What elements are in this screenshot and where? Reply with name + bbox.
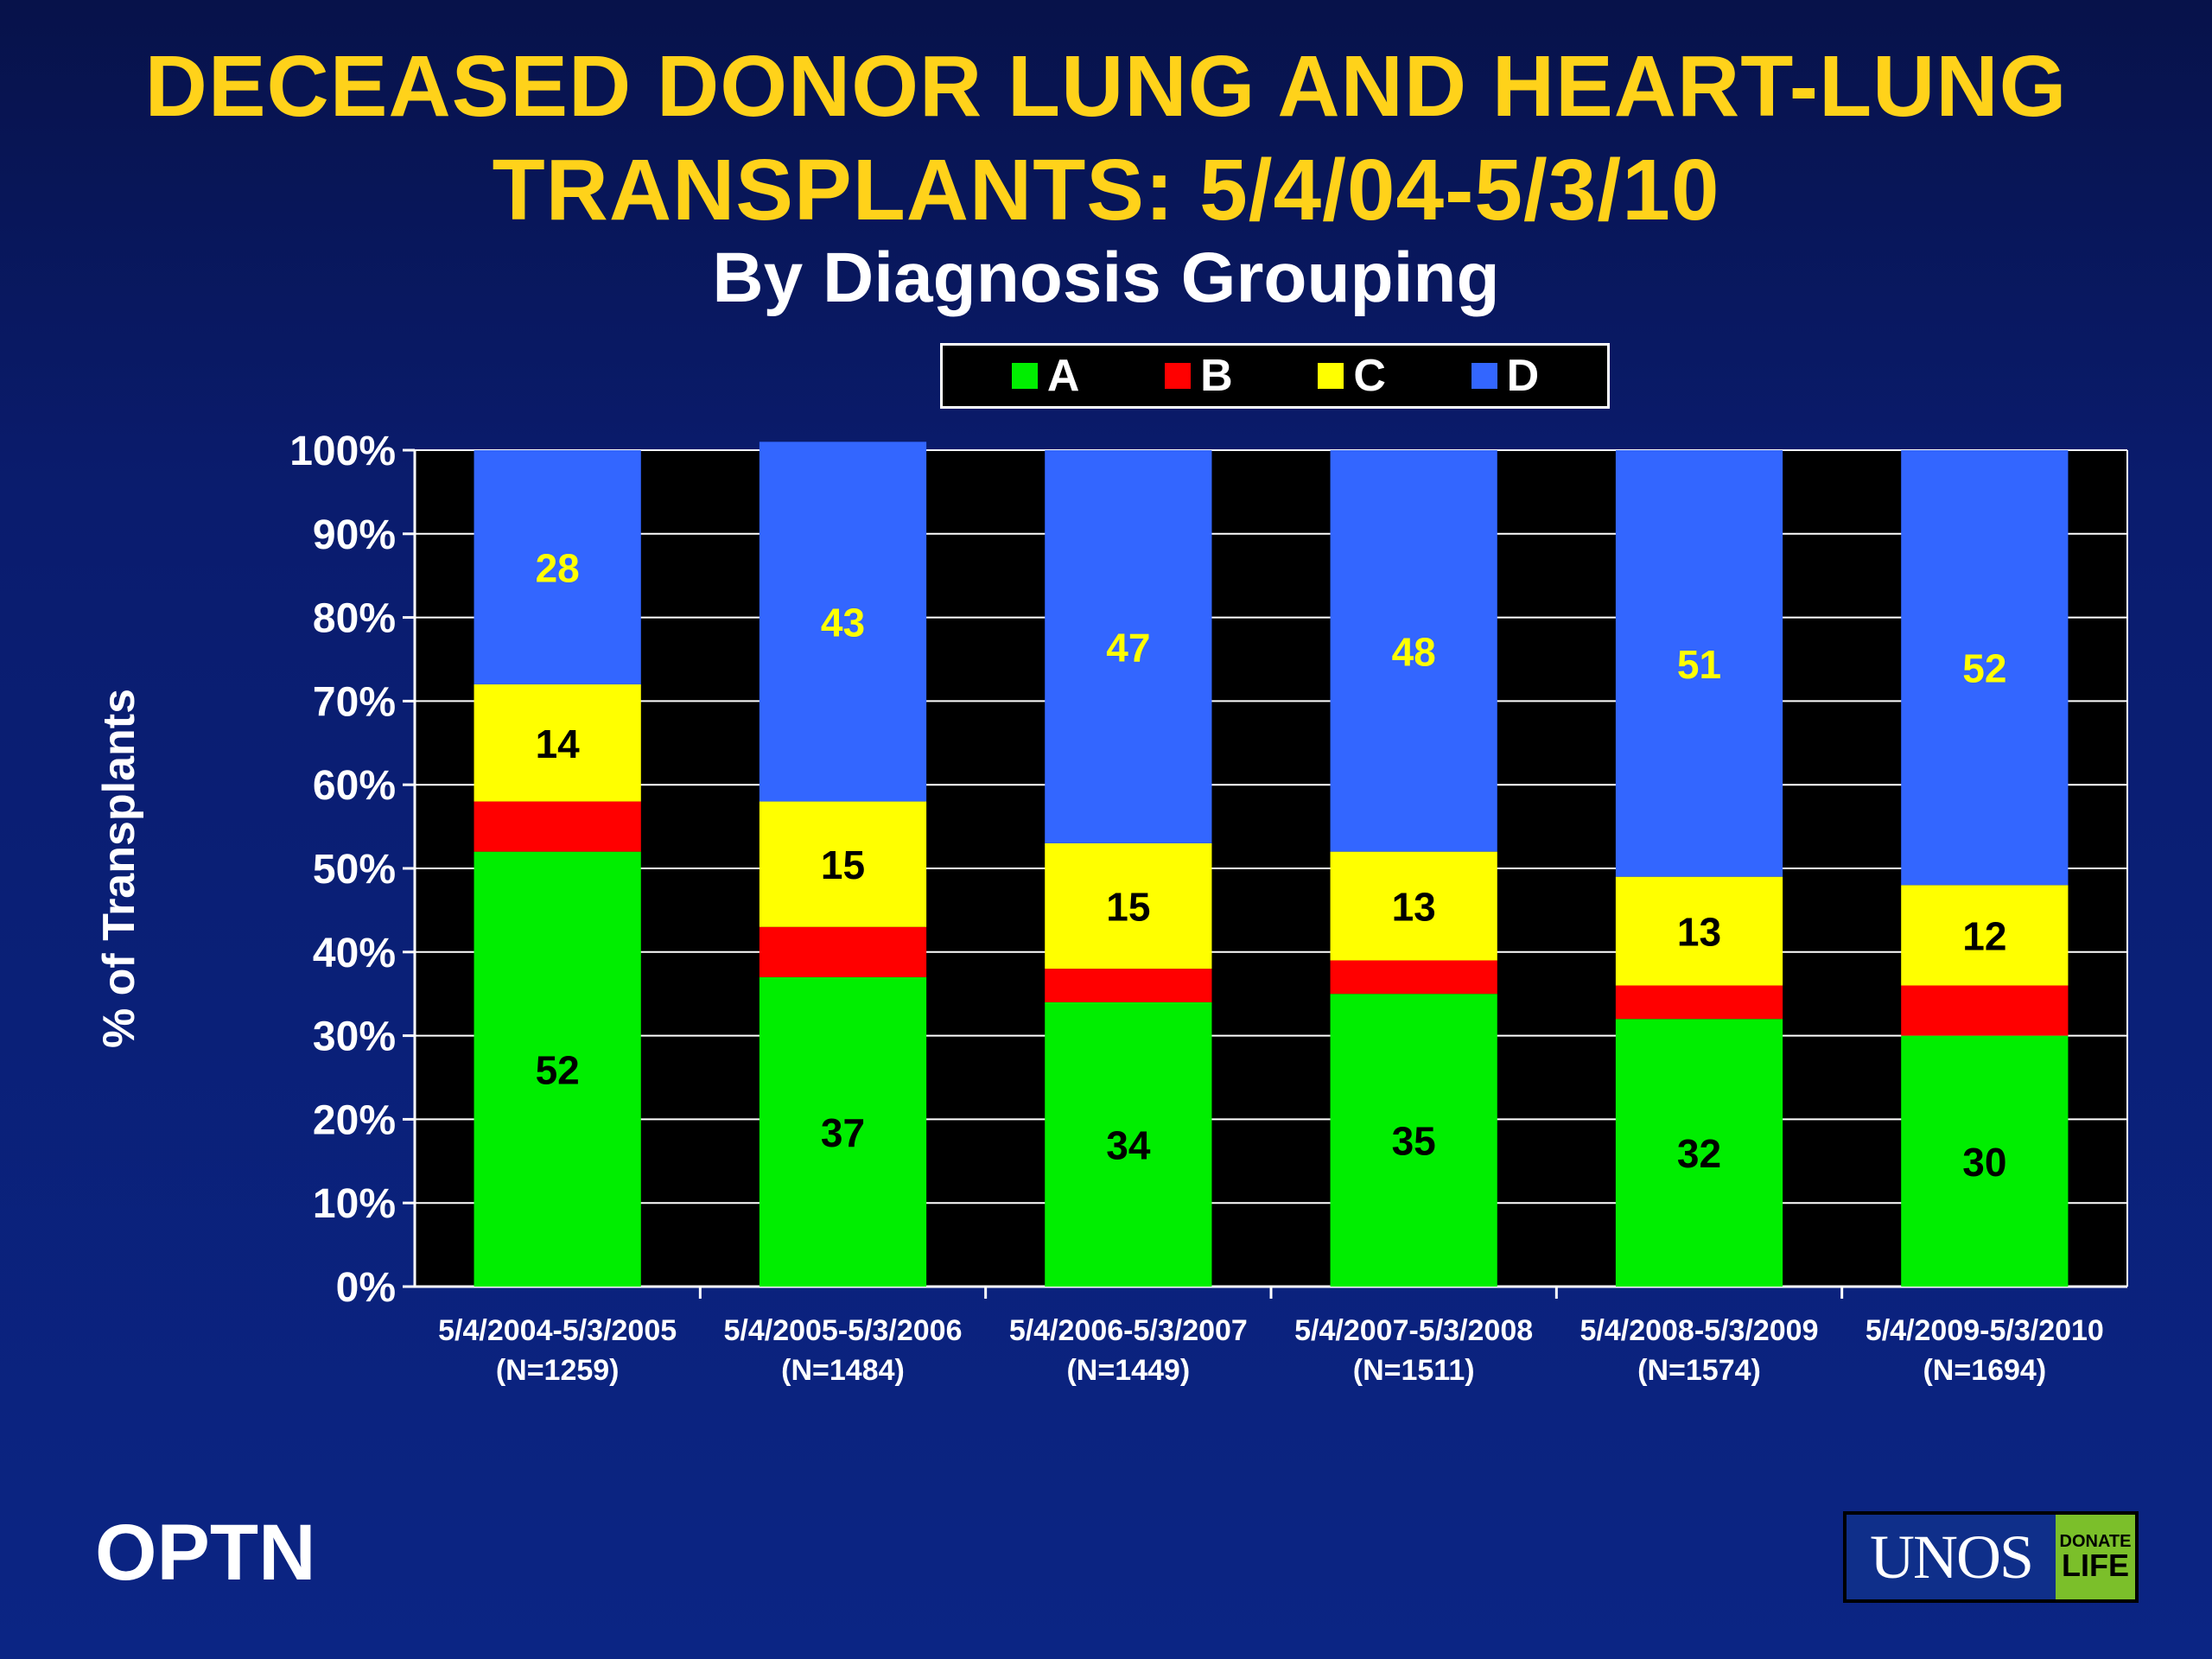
bar-segment-c xyxy=(1901,885,2069,986)
data-label: 12 xyxy=(1962,913,2006,958)
data-label: 13 xyxy=(1677,910,1721,955)
data-label: 28 xyxy=(536,546,580,591)
x-tick-n-label: (N=1574) xyxy=(1637,1354,1761,1387)
y-tick-label: 90% xyxy=(313,512,396,558)
title-line-1: DECEASED DONOR LUNG AND HEART-LUNG xyxy=(144,38,2068,135)
x-tick-n-label: (N=1259) xyxy=(496,1354,620,1387)
bar-segment-b xyxy=(1330,960,1497,995)
bar-segment-d xyxy=(1045,450,1212,843)
bar-segment-b xyxy=(474,801,641,852)
y-tick-label: 0% xyxy=(336,1265,396,1311)
data-label: 14 xyxy=(536,721,581,766)
bar-segment-b xyxy=(1045,969,1212,1002)
y-tick-label: 10% xyxy=(313,1181,396,1227)
legend-swatch-d xyxy=(1470,362,1498,390)
legend-label-d: D xyxy=(1506,351,1540,401)
legend-swatch-c xyxy=(1317,362,1345,390)
bar-segment-a xyxy=(1615,1019,1783,1287)
unos-logo-text: UNOS xyxy=(1847,1515,2056,1599)
bar-segment-c xyxy=(1045,842,1212,969)
data-label: 34 xyxy=(1106,1122,1151,1167)
y-tick-label: 50% xyxy=(313,847,396,893)
bar-segment-a xyxy=(1901,1035,2069,1287)
donate-life-badge: DONATE LIFE xyxy=(2056,1515,2135,1599)
y-tick-label: 20% xyxy=(313,1097,396,1143)
legend: A B C D xyxy=(940,343,1610,409)
unos-logo: UNOS DONATE LIFE xyxy=(1843,1511,2139,1603)
bar-segment-c xyxy=(1330,851,1497,961)
optn-label: OPTN xyxy=(95,1509,316,1597)
y-tick-label: 60% xyxy=(313,763,396,809)
data-label: 35 xyxy=(1392,1119,1436,1164)
bar-segment-a xyxy=(759,976,927,1287)
data-label: 52 xyxy=(1962,646,2006,691)
x-tick-label: 5/4/2009-5/3/2010 xyxy=(1866,1314,2104,1347)
y-tick-label: 80% xyxy=(313,596,396,642)
y-tick-label: 100% xyxy=(289,429,396,474)
y-tick-label: 30% xyxy=(313,1014,396,1060)
bar-segment-a xyxy=(1330,994,1497,1287)
x-tick-label: 5/4/2004-5/3/2005 xyxy=(438,1314,677,1347)
bar-segment-c xyxy=(759,801,927,927)
donate-life-top: DONATE xyxy=(2059,1532,2132,1551)
x-tick-label: 5/4/2006-5/3/2007 xyxy=(1009,1314,1248,1347)
legend-swatch-a xyxy=(1010,362,1039,390)
title-line-2: TRANSPLANTS: 5/4/04-5/3/10 xyxy=(492,142,1720,238)
bar-segment-b xyxy=(1615,985,1783,1020)
y-axis-title: % of Transplants xyxy=(94,689,144,1048)
bar-segment-b xyxy=(1901,985,2069,1036)
legend-item-a: A xyxy=(1010,350,1080,402)
bar-segment-a xyxy=(474,851,641,1287)
legend-item-c: C xyxy=(1317,350,1386,402)
legend-label-c: C xyxy=(1353,351,1386,401)
data-label: 32 xyxy=(1677,1131,1721,1176)
bar-segment-c xyxy=(474,684,641,802)
y-tick-label: 40% xyxy=(313,931,396,976)
legend-item-d: D xyxy=(1470,350,1540,402)
donate-life-bottom: LIFE xyxy=(2062,1548,2129,1583)
bar-segment-d xyxy=(1615,450,1783,877)
bar-segment-d xyxy=(1901,450,2069,886)
bar-segment-d xyxy=(474,450,641,685)
y-tick-label: 70% xyxy=(313,679,396,725)
x-tick-n-label: (N=1449) xyxy=(1066,1354,1190,1387)
bar-segment-c xyxy=(1615,876,1783,986)
chart-subtitle: By Diagnosis Grouping xyxy=(712,238,1500,317)
data-label: 51 xyxy=(1677,642,1721,687)
data-label: 15 xyxy=(821,842,865,887)
data-label: 37 xyxy=(821,1110,865,1155)
legend-label-a: A xyxy=(1046,351,1080,401)
x-tick-label: 5/4/2005-5/3/2006 xyxy=(723,1314,962,1347)
data-label: 52 xyxy=(536,1047,580,1092)
legend-swatch-b xyxy=(1164,362,1192,390)
data-label: 47 xyxy=(1106,625,1150,670)
x-tick-n-label: (N=1511) xyxy=(1353,1354,1475,1387)
bar-segment-a xyxy=(1045,1001,1212,1287)
legend-label-b: B xyxy=(1200,351,1233,401)
x-tick-n-label: (N=1694) xyxy=(1923,1354,2046,1387)
data-label: 30 xyxy=(1962,1140,2006,1185)
x-tick-n-label: (N=1484) xyxy=(781,1354,905,1387)
data-label: 13 xyxy=(1392,885,1436,930)
x-tick-label: 5/4/2008-5/3/2009 xyxy=(1580,1314,1818,1347)
bar-segment-d xyxy=(759,442,927,802)
data-label: 15 xyxy=(1106,885,1150,930)
bar-segment-b xyxy=(759,926,927,977)
data-label: 48 xyxy=(1392,629,1436,674)
bar-segment-d xyxy=(1330,450,1497,852)
x-tick-label: 5/4/2007-5/3/2008 xyxy=(1294,1314,1533,1347)
data-label: 43 xyxy=(821,600,865,645)
legend-item-b: B xyxy=(1164,350,1233,402)
chart-title: DECEASED DONOR LUNG AND HEART-LUNG TRANS… xyxy=(0,35,2212,242)
